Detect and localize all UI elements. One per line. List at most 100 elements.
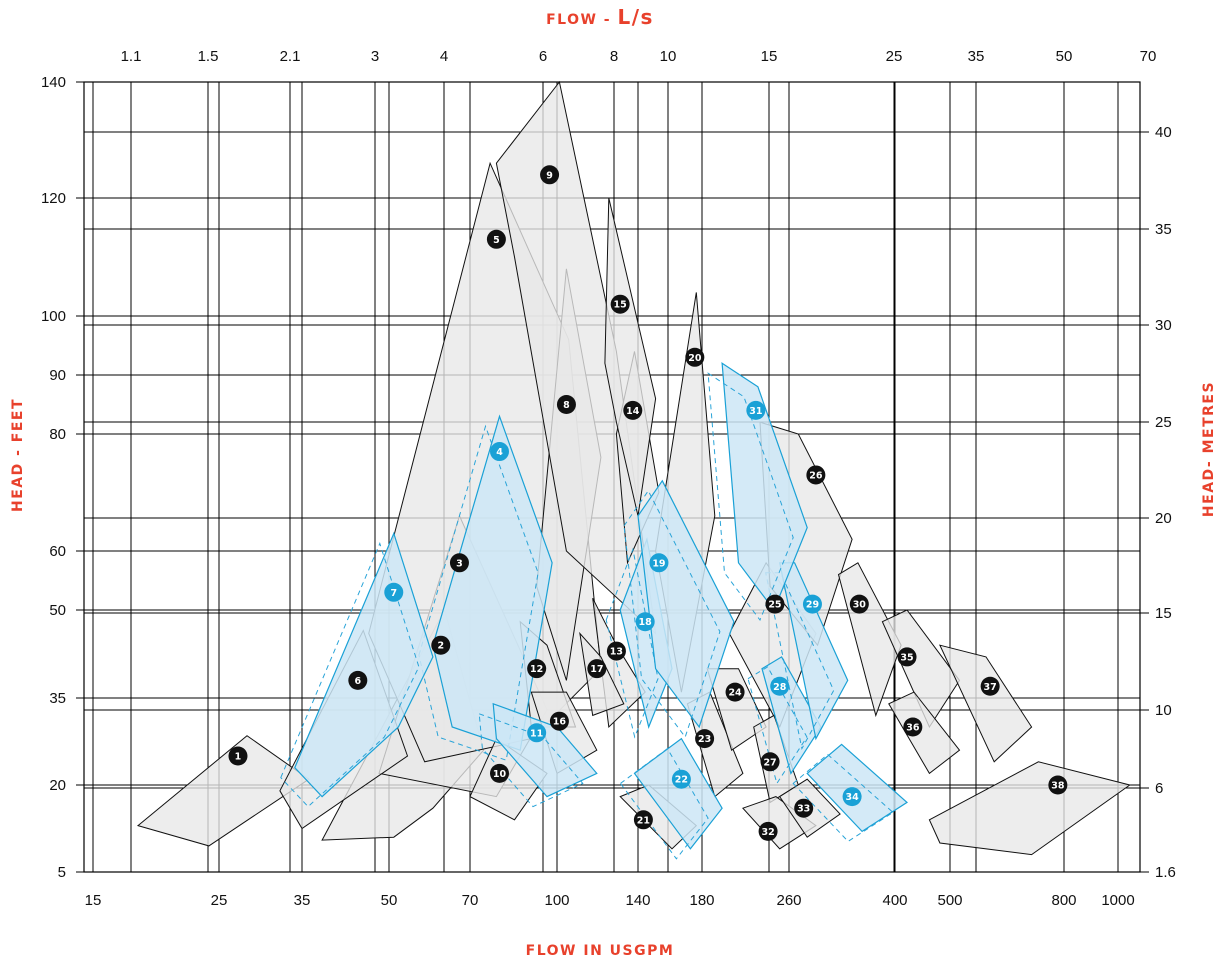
x-top-tick-label: 6 [539, 48, 547, 65]
pump-badge-25 [765, 594, 785, 614]
x-bottom-tick-label: 70 [462, 892, 479, 909]
pump-badge-label: 18 [639, 617, 653, 628]
pump-badge-label: 21 [637, 815, 650, 826]
pump-range-outline-19 [623, 489, 721, 739]
pump-range-36 [888, 691, 961, 775]
pump-badge-32 [758, 821, 778, 841]
pump-badge-38 [1048, 775, 1068, 795]
pump-badge-34 [842, 787, 862, 807]
top-axis-title: FLOW - L/s [546, 5, 654, 29]
pump-badge-label: 6 [355, 676, 362, 687]
pump-badge-7 [384, 582, 404, 602]
pump-badge-label: 11 [530, 728, 543, 739]
pump-badge-label: 27 [763, 757, 776, 768]
pump-badge-label: 5 [493, 235, 500, 246]
y-right-tick-label: 30 [1155, 317, 1172, 334]
pump-range-34 [806, 743, 908, 833]
pump-range-outline-31 [707, 372, 794, 622]
x-top-tick-label: 1.1 [121, 48, 142, 65]
pump-badge-35 [897, 647, 917, 667]
y-left-tick-label: 90 [49, 367, 66, 384]
x-top-tick-label: 70 [1140, 48, 1157, 65]
left-axis-title: HEAD - FEET [10, 398, 26, 512]
pump-badge-31 [746, 400, 766, 420]
y-left-tick-label: 60 [49, 543, 66, 560]
pump-badge-label: 12 [530, 664, 543, 675]
x-bottom-tick-label: 260 [776, 892, 801, 909]
pump-badge-label: 36 [906, 723, 920, 734]
x-bottom-tick-label: 1000 [1101, 892, 1134, 909]
pump-badge-label: 17 [590, 664, 603, 675]
pump-badge-11 [527, 723, 547, 743]
x-top-tick-label: 2.1 [280, 48, 301, 65]
pump-range-outline-18 [605, 547, 659, 739]
x-bottom-tick-label: 100 [544, 892, 569, 909]
pump-badge-label: 32 [761, 827, 774, 838]
pump-badge-29 [802, 594, 822, 614]
pump-range-38 [928, 761, 1131, 856]
pump-badge-1 [228, 746, 248, 766]
pump-range-outline-34 [792, 753, 894, 843]
pump-range-outline-22 [619, 747, 709, 860]
pump-badge-20 [685, 347, 705, 367]
x-bottom-tick-label: 50 [381, 892, 398, 909]
pump-badge-label: 14 [626, 406, 640, 417]
x-bottom-tick-label: 25 [211, 892, 228, 909]
pump-range-outline-4 [418, 424, 539, 761]
x-top-tick-label: 1.5 [198, 48, 219, 65]
pump-badge-28 [770, 676, 790, 696]
pump-badge-label: 7 [390, 588, 397, 599]
pump-range-outline-28 [747, 666, 808, 785]
pump-badge-21 [633, 810, 653, 830]
pump-badge-label: 22 [675, 775, 688, 786]
pump-badge-label: 31 [749, 406, 762, 417]
pump-badge-36 [903, 717, 923, 737]
pump-badge-label: 26 [809, 470, 823, 481]
pump-badge-9 [540, 165, 560, 185]
pump-badge-label: 10 [493, 769, 507, 780]
pump-badge-3 [449, 553, 469, 573]
pump-badge-17 [587, 659, 607, 679]
y-right-tick-label: 10 [1155, 702, 1172, 719]
x-bottom-tick-label: 800 [1051, 892, 1076, 909]
pump-badge-12 [527, 659, 547, 679]
plot-frame [83, 81, 1141, 873]
pump-badge-label: 19 [652, 558, 665, 569]
y-left-tick-label: 20 [49, 777, 66, 794]
pump-badge-label: 35 [900, 652, 913, 663]
pump-badge-24 [725, 682, 745, 702]
pump-badge-26 [806, 465, 826, 485]
pump-range-outline-7 [280, 542, 420, 808]
y-right-tick-label: 25 [1155, 414, 1172, 431]
x-bottom-tick-label: 140 [625, 892, 650, 909]
pump-badge-27 [760, 752, 780, 772]
pump-badge-15 [610, 294, 630, 314]
y-right-tick-label: 6 [1155, 780, 1163, 797]
x-bottom-tick-label: 500 [937, 892, 962, 909]
pump-badge-8 [556, 395, 576, 414]
pump-range-11 [492, 702, 598, 798]
y-left-tick-label: 5 [58, 864, 66, 881]
pump-badge-label: 25 [768, 600, 781, 611]
pump-badges: 1234567891011121314151617181920212223242… [228, 165, 1068, 841]
pump-badge-4 [490, 442, 510, 462]
y-right-tick-label: 1.6 [1155, 864, 1176, 881]
pump-badge-label: 4 [496, 447, 503, 458]
pump-badge-33 [794, 798, 814, 818]
y-right-tick-label: 20 [1155, 510, 1172, 527]
pump-badge-23 [695, 729, 715, 749]
pump-ranges [136, 80, 1131, 860]
pump-range-19 [637, 479, 735, 729]
x-bottom-tick-label: 400 [882, 892, 907, 909]
pump-range-31 [721, 362, 808, 612]
x-top-tick-label: 50 [1056, 48, 1073, 65]
x-top-tick-label: 35 [968, 48, 985, 65]
y-left-tick-label: 50 [49, 602, 66, 619]
y-left-tick-label: 120 [41, 190, 66, 207]
pump-badge-16 [549, 711, 569, 731]
x-bottom-tick-label: 35 [294, 892, 311, 909]
pump-badge-label: 13 [610, 647, 623, 658]
y-left-tick-label: 80 [49, 426, 66, 443]
